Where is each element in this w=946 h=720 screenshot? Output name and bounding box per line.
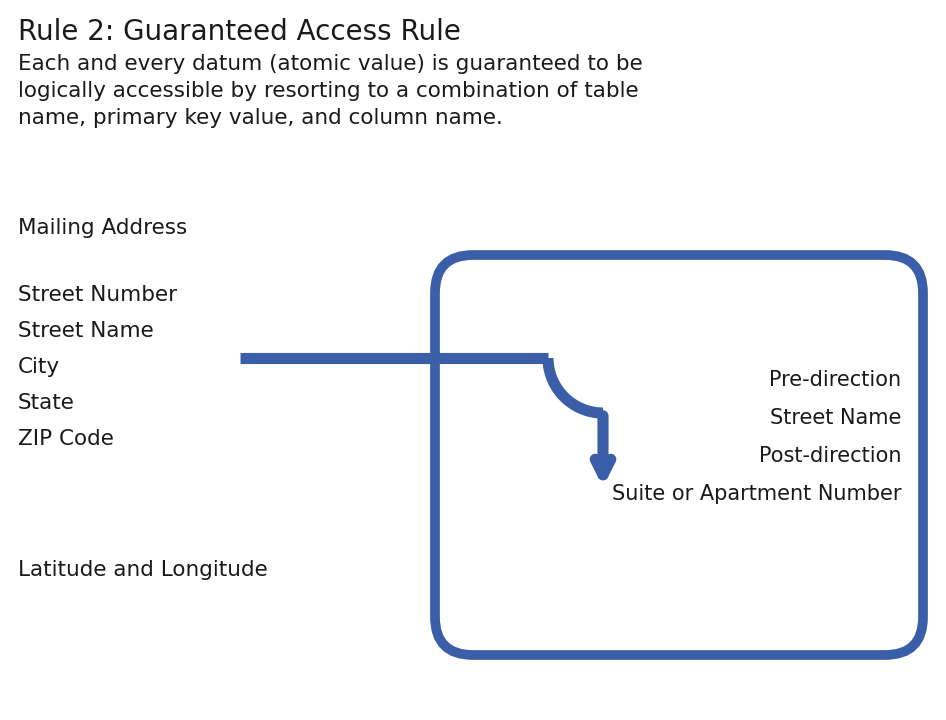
Text: State: State bbox=[18, 393, 75, 413]
Text: Each and every datum (atomic value) is guaranteed to be
logically accessible by : Each and every datum (atomic value) is g… bbox=[18, 54, 642, 128]
Text: City: City bbox=[18, 357, 61, 377]
FancyBboxPatch shape bbox=[435, 255, 923, 655]
Text: Latitude and Longitude: Latitude and Longitude bbox=[18, 560, 268, 580]
Text: Street Name: Street Name bbox=[770, 408, 901, 428]
Text: ZIP Code: ZIP Code bbox=[18, 429, 114, 449]
Text: Post-direction: Post-direction bbox=[759, 446, 901, 466]
Text: Mailing Address: Mailing Address bbox=[18, 218, 187, 238]
Text: Street Name: Street Name bbox=[18, 321, 154, 341]
Text: Street Number: Street Number bbox=[18, 285, 177, 305]
Text: Rule 2: Guaranteed Access Rule: Rule 2: Guaranteed Access Rule bbox=[18, 18, 461, 46]
Text: Suite or Apartment Number: Suite or Apartment Number bbox=[611, 484, 901, 504]
Text: Pre-direction: Pre-direction bbox=[769, 370, 901, 390]
